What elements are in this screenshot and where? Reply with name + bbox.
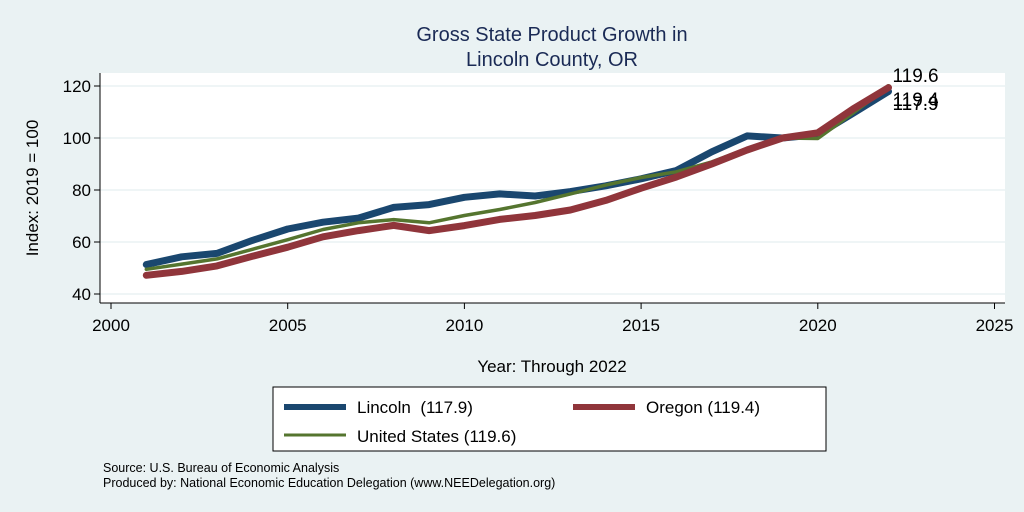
end-label-united-states: 119.6: [892, 66, 938, 87]
y-tick-label-80: 80: [72, 181, 91, 200]
source-note: Source: U.S. Bureau of Economic Analysis: [103, 461, 339, 475]
x-tick-label-2025: 2025: [976, 316, 1014, 335]
x-tick-label-2020: 2020: [799, 316, 837, 335]
series-line-lincoln: [142, 88, 892, 269]
series-line-oregon: [142, 84, 892, 279]
legend-label-lincoln: Lincoln (117.9): [357, 398, 473, 417]
series-lines: [142, 84, 892, 279]
x-tick-label-2000: 2000: [92, 316, 130, 335]
chart-title-line-2: Lincoln County, OR: [466, 49, 638, 71]
end-label-lincoln: 117.9: [892, 94, 938, 115]
x-tick-label-2010: 2010: [445, 316, 483, 335]
end-point-oregon: [885, 84, 892, 91]
axes: 40 60 80 100 120 2000 2005 2010 2015 2020 2025: [63, 73, 1014, 335]
legend-label-oregon: Oregon (119.4): [646, 398, 760, 417]
y-tick-label-100: 100: [63, 129, 91, 148]
x-tick-label-2005: 2005: [269, 316, 307, 335]
end-label-oregon: 119.4: [892, 90, 939, 111]
x-tick-label-2015: 2015: [622, 316, 660, 335]
y-tick-label-40: 40: [72, 285, 91, 304]
y-tick-label-120: 120: [63, 77, 91, 96]
legend: Lincoln (117.9) Oregon (119.4) United St…: [272, 386, 827, 452]
legend-box: [272, 386, 827, 452]
x-axis-title: Year: Through 2022: [477, 357, 626, 376]
legend-label-united-states: United States (119.6): [357, 427, 516, 446]
y-tick-label-60: 60: [72, 233, 91, 252]
y-axis-title: Index: 2019 = 100: [23, 120, 42, 257]
chart-title: Gross State Product Growth in Lincoln Co…: [416, 24, 687, 71]
plot-area: [100, 73, 1005, 303]
chart-title-line-1: Gross State Product Growth in: [416, 24, 687, 46]
produced-by-note: Produced by: National Economic Education…: [103, 476, 555, 490]
